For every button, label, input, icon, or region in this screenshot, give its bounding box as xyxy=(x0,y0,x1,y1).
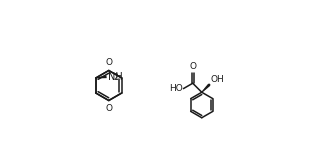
Text: 2: 2 xyxy=(114,74,118,82)
Text: NH: NH xyxy=(108,72,123,82)
Text: OH: OH xyxy=(210,75,224,84)
Text: O: O xyxy=(105,104,112,113)
Text: O: O xyxy=(189,62,196,71)
Text: HO: HO xyxy=(169,84,182,93)
Text: O: O xyxy=(105,58,112,67)
Polygon shape xyxy=(96,75,107,78)
